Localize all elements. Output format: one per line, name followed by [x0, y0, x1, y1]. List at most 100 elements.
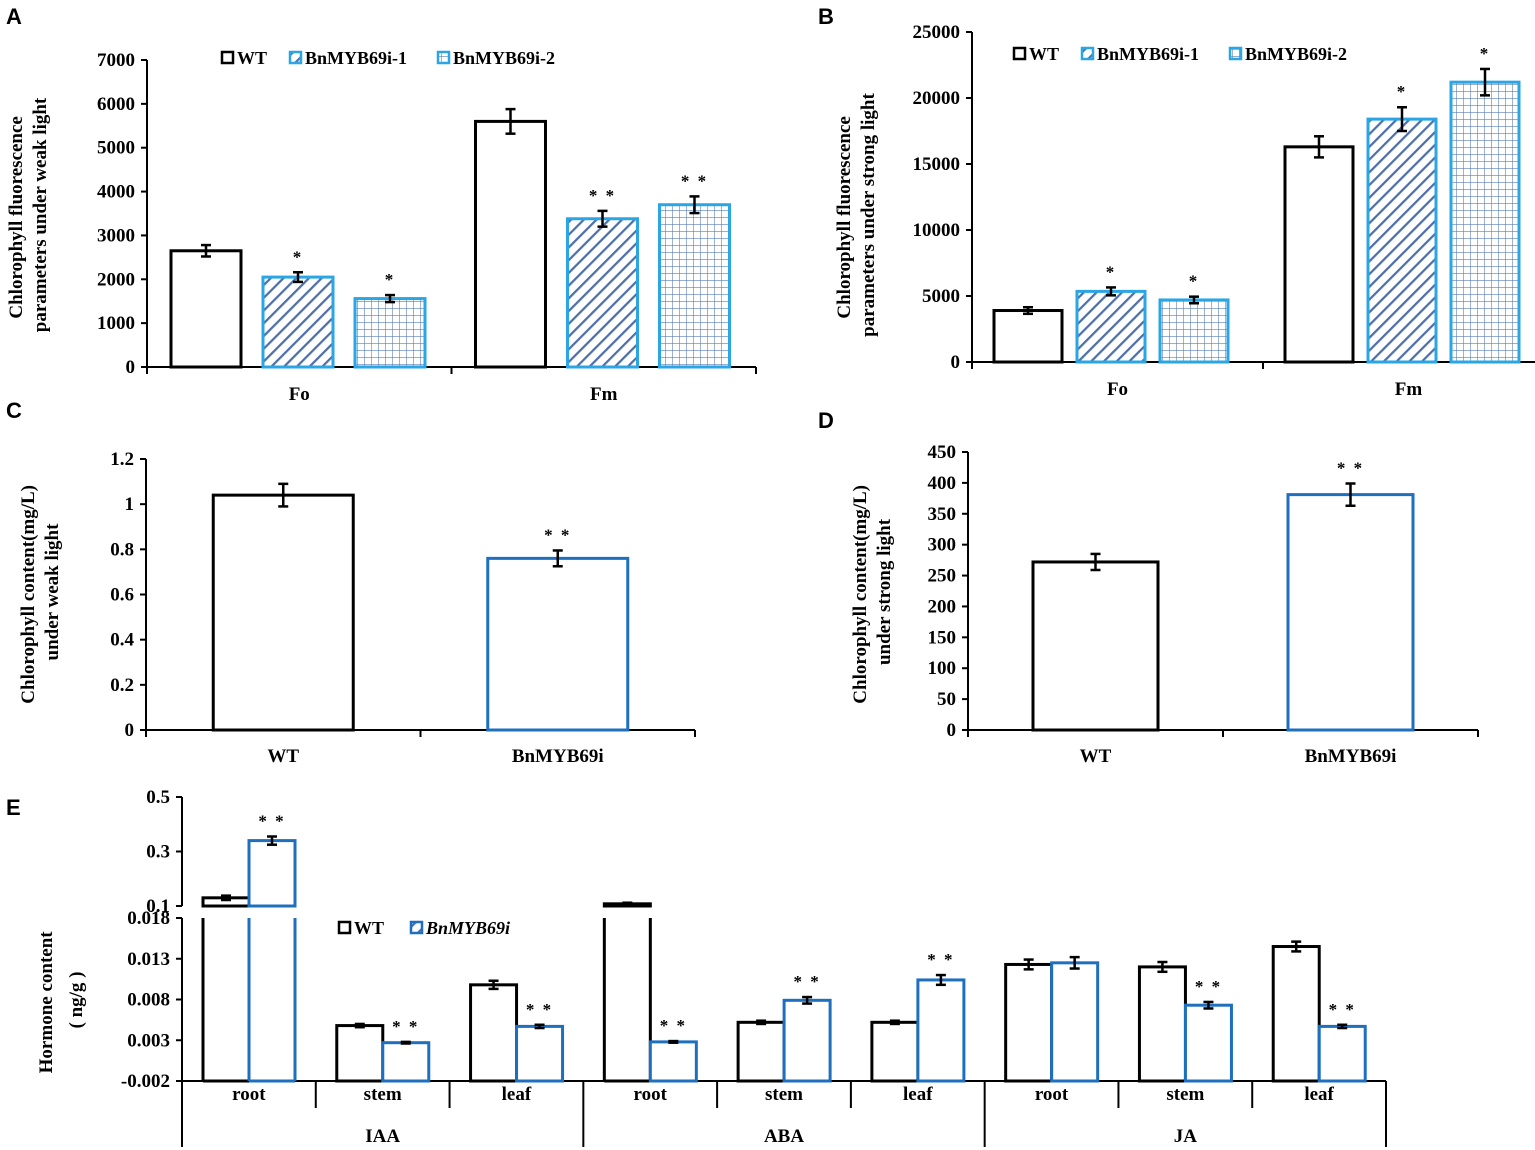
panel-c-error-bar — [278, 482, 289, 508]
panel-e-bar — [1317, 1024, 1367, 1083]
ylabel-a: Chlorophyll fluorescence parameters unde… — [6, 97, 51, 332]
panel-d-y-tick-label: 350 — [928, 504, 957, 525]
panel-c-significance: * * — [544, 525, 571, 544]
panel-e-error-bar — [354, 1022, 365, 1029]
panel-e-error-bar — [1337, 1023, 1348, 1030]
panel-e-x-category-label: stem — [1166, 1084, 1204, 1105]
panel-e-bar — [1137, 965, 1187, 1083]
panel-b-error-bar — [1106, 286, 1116, 297]
panel-e-error-bar — [1157, 960, 1168, 974]
panel-a-bar — [261, 275, 335, 369]
panel-b-y-tick-label: 15000 — [913, 154, 961, 175]
panel-b-y-tick-label: 0 — [951, 352, 961, 373]
panel-a-legend-label: BnMYB69i-1 — [305, 48, 407, 68]
panel-b-legend-swatch — [1228, 46, 1243, 61]
panel-b-y-tick-label: 25000 — [913, 22, 961, 43]
panel-a-legend-swatch — [220, 50, 235, 65]
panel-letter-c: C — [6, 398, 22, 423]
panel-a-y-tick-label: 1000 — [97, 313, 135, 334]
panel-d-y-tick-label: 300 — [928, 535, 957, 556]
panel-e-error-bar — [1203, 1000, 1214, 1010]
panel-c-y-tick-label: 0.8 — [110, 539, 134, 560]
panel-e-error-bar — [756, 1019, 767, 1026]
panel-c-y-tick-label: 0.2 — [110, 675, 134, 696]
panel-d-y-tick-label: 0 — [947, 720, 957, 741]
panel-e-significance: * * — [1195, 977, 1222, 996]
panel-e-bar — [1004, 962, 1054, 1083]
panel-e-group-label: ABA — [764, 1126, 804, 1147]
panel-e-error-bar — [889, 1019, 900, 1026]
panel-b-bar — [992, 309, 1064, 364]
panel-letter-a: A — [6, 4, 22, 29]
panel-e-error-bar — [802, 995, 813, 1005]
panel-a-significance: * — [385, 270, 396, 289]
panel-a-bar — [474, 119, 547, 369]
panel-e-x-category-label: leaf — [1304, 1084, 1334, 1105]
panel-e-bar — [1271, 945, 1321, 1083]
panel-a-legend-label: WT — [237, 48, 267, 68]
panel-b-error-bar — [1189, 295, 1199, 305]
panel-b-significance: * — [1480, 44, 1491, 63]
panel-d-error-bar — [1090, 552, 1101, 572]
panel-c-x-category-label: BnMYB69i — [512, 746, 604, 767]
panel-e-bar — [247, 839, 297, 908]
panel-a-bar — [353, 297, 427, 369]
panel-e-error-bar — [488, 979, 499, 991]
panel-b-significance: * — [1106, 262, 1117, 281]
panel-e-x-category-label: root — [634, 1084, 668, 1105]
panel-b-bar — [1283, 145, 1355, 364]
panel-e-error-bar — [935, 973, 946, 987]
panel-a-y-tick-label: 7000 — [97, 50, 135, 71]
panel-b-error-bar — [1480, 67, 1490, 97]
panel-e-significance: * * — [660, 1016, 687, 1035]
panel-e-x-category-label: stem — [765, 1084, 803, 1105]
panel-b-error-bar — [1397, 105, 1407, 133]
panel-b-y-tick-label: 20000 — [913, 88, 961, 109]
panel-a-y-tick-label: 5000 — [97, 138, 135, 159]
panel-b-legend-swatch — [1080, 46, 1095, 61]
panel-e-y-tick-label: 0.3 — [146, 842, 170, 863]
panel-e-bar — [870, 1020, 920, 1083]
panel-a-legend-swatch — [288, 50, 303, 65]
panel-b-bar — [1158, 298, 1230, 364]
panel-b-y-tick-label: 5000 — [922, 286, 960, 307]
ylabel-e: Hormone content ( ng/g ) — [36, 927, 87, 1074]
panel-d-y-tick-label: 150 — [928, 627, 957, 648]
panel-a-bar — [658, 203, 731, 369]
panel-letter-e: E — [6, 795, 21, 820]
panel-d-bar — [1286, 493, 1415, 732]
panel-e-legend-label: WT — [354, 918, 384, 938]
panel-b-legend-label: WT — [1029, 44, 1059, 64]
panel-d-error-bar — [1345, 482, 1356, 507]
panel-a-significance: * * — [589, 186, 616, 205]
panel-e-error-bar — [1023, 958, 1034, 971]
panel-d-y-tick-label: 400 — [928, 473, 957, 494]
panel-a-error-bar — [201, 243, 211, 258]
panel-b-legend-label: BnMYB69i-1 — [1097, 44, 1199, 64]
panel-d-y-tick-label: 450 — [928, 442, 957, 463]
panel-e-error-bar — [221, 894, 231, 902]
panel-e-significance: * * — [258, 812, 285, 831]
panel-e-significance: * * — [927, 950, 954, 969]
panel-e-legend-label: BnMYB69i — [425, 918, 510, 938]
panel-e-x-category-label: leaf — [903, 1084, 933, 1105]
panel-e-bar — [469, 983, 519, 1083]
panel-e-error-bar — [622, 901, 633, 907]
panel-b-error-bar — [1314, 135, 1324, 159]
panel-e-significance: * * — [392, 1017, 419, 1036]
panel-e-y-tick-label: -0.002 — [121, 1071, 170, 1092]
panel-c-y-tick-label: 1 — [125, 494, 135, 515]
panel-e-bar — [916, 978, 966, 1083]
panel-e-bar — [515, 1024, 565, 1083]
panel-d-y-tick-label: 250 — [928, 566, 957, 587]
panel-d-x-category-label: WT — [1080, 746, 1112, 767]
panel-e-significance: * * — [793, 972, 820, 991]
panel-b-significance: * — [1397, 82, 1408, 101]
panel-e-error-bar — [668, 1039, 679, 1044]
panel-a-legend-swatch — [436, 50, 451, 65]
panel-b-x-category-label: Fm — [1395, 379, 1423, 400]
panel-e-x-category-label: root — [1035, 1084, 1069, 1105]
panel-e-y-tick-label: 0.5 — [146, 787, 170, 808]
panel-a-x-category-label: Fm — [590, 384, 618, 405]
